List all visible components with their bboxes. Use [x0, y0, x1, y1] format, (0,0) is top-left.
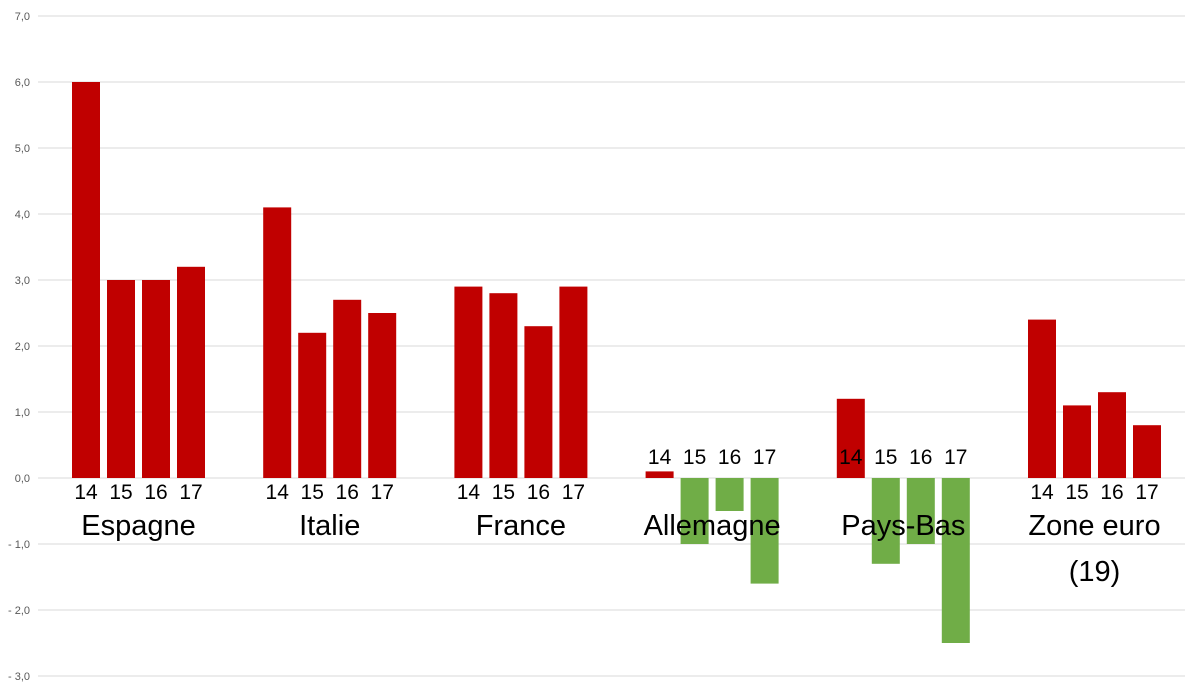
y-tick-label: 7,0 — [15, 11, 30, 23]
bar — [524, 326, 553, 478]
group-label: Pays-Bas — [841, 510, 965, 542]
year-label: 16 — [1100, 481, 1123, 504]
group-label: (19) — [1069, 556, 1121, 588]
category-labels: 14 15 16 17 Espagne 14 15 16 17 Italie 14 15 16 17 Fra… — [74, 446, 1160, 588]
group-label: Espagne — [81, 510, 196, 542]
bar — [107, 280, 135, 478]
y-tick-label: - 3,0 — [8, 671, 30, 683]
year-label: 16 — [718, 446, 741, 469]
bar — [1063, 405, 1091, 478]
bar — [263, 207, 292, 478]
y-tick-label: 2,0 — [15, 341, 30, 353]
year-label: 16 — [144, 481, 167, 504]
bar — [836, 398, 865, 478]
bar — [680, 478, 709, 544]
y-tick-label: - 2,0 — [8, 605, 30, 617]
bars — [72, 82, 1161, 643]
group-label: France — [476, 510, 566, 542]
year-label: 14 — [457, 481, 481, 504]
group-label: Italie — [299, 510, 360, 542]
y-tick-label: 3,0 — [15, 275, 30, 287]
year-label: 15 — [683, 446, 706, 469]
year-label: 15 — [1065, 481, 1088, 504]
year-label: 17 — [1135, 481, 1158, 504]
year-label: 16 — [909, 446, 932, 469]
year-label: 14 — [74, 481, 98, 504]
year-label: 14 — [1030, 481, 1054, 504]
bar — [333, 299, 362, 478]
year-label: 17 — [562, 481, 585, 504]
y-tick-label: 6,0 — [15, 77, 30, 89]
year-label: 14 — [648, 446, 672, 469]
group-label: Zone euro — [1028, 510, 1160, 542]
group-label: Allemagne — [644, 510, 781, 542]
year-label: 16 — [336, 481, 359, 504]
year-label: 15 — [492, 481, 515, 504]
bar — [489, 293, 518, 478]
year-label: 17 — [753, 446, 776, 469]
bar — [368, 313, 397, 478]
bar — [1098, 392, 1126, 478]
year-label: 17 — [371, 481, 394, 504]
year-label: 16 — [527, 481, 550, 504]
year-label: 14 — [266, 481, 290, 504]
y-tick-label: 0,0 — [15, 473, 30, 485]
year-label: 15 — [301, 481, 324, 504]
y-axis-ticks: 7,0 6,0 5,0 4,0 3,0 2,0 1,0 0,0 - 1,0 - 2,0 - 3,0 — [8, 11, 30, 683]
bar — [715, 478, 744, 511]
bar — [177, 266, 205, 478]
bar — [559, 286, 588, 478]
bar — [906, 478, 935, 544]
year-label: 17 — [944, 446, 967, 469]
bar — [1133, 425, 1161, 478]
bar — [298, 332, 327, 478]
y-tick-label: 1,0 — [15, 407, 30, 419]
bar — [1028, 319, 1056, 478]
y-tick-label: 5,0 — [15, 143, 30, 155]
bar — [72, 82, 100, 478]
bar — [645, 471, 674, 478]
bar — [142, 280, 170, 478]
bar — [871, 478, 900, 564]
gridlines — [38, 15, 1185, 677]
year-label: 15 — [109, 481, 132, 504]
bar — [941, 478, 970, 643]
y-tick-label: 4,0 — [15, 209, 30, 221]
year-label: 15 — [874, 446, 897, 469]
bar — [454, 286, 483, 478]
y-tick-label: - 1,0 — [8, 539, 30, 551]
year-label: 14 — [839, 446, 863, 469]
bar — [750, 478, 779, 584]
year-label: 17 — [179, 481, 202, 504]
